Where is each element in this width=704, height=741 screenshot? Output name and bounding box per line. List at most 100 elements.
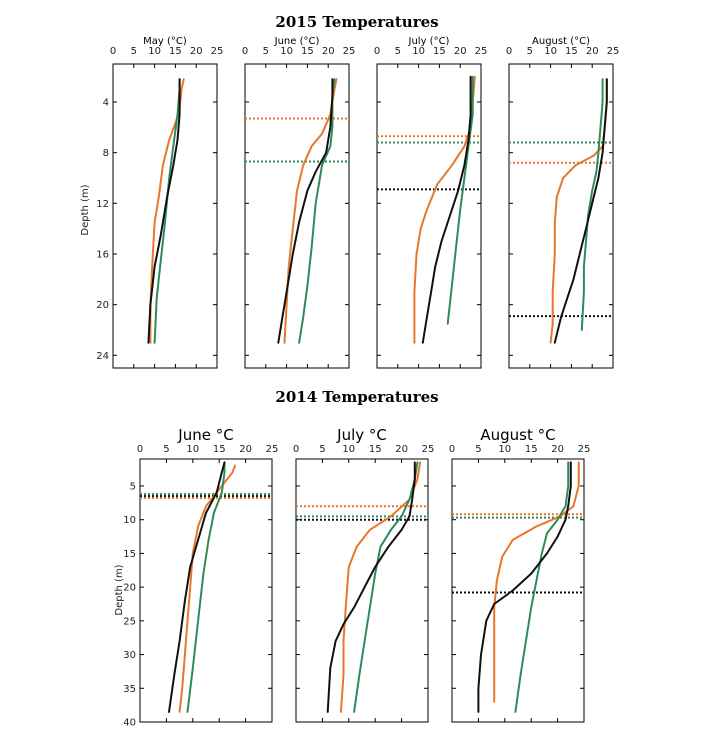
x-tick-label: 15 — [565, 46, 578, 57]
x-tick-label: 10 — [544, 46, 557, 57]
x-tick-label: 20 — [322, 46, 335, 57]
x-tick-label: 0 — [137, 444, 143, 455]
x-tick-label: 10 — [498, 444, 511, 455]
x-tick-label: 5 — [395, 46, 401, 57]
x-tick-label: 15 — [369, 444, 382, 455]
series-line-black — [147, 78, 181, 344]
y-tick-label: 16 — [96, 250, 109, 261]
y-tick-label: 15 — [123, 549, 136, 560]
panel-title: July (°C) — [408, 36, 450, 47]
series-line-black — [421, 75, 472, 344]
series-line-orange — [339, 461, 422, 713]
panel-2015-0: May (°C) 0 5 10 15 20 25 4 8 12 16 20 24 Depth (m) — [80, 36, 224, 369]
y-tick-label: 4 — [103, 98, 109, 109]
x-tick-label: 10 — [412, 46, 425, 57]
panel-title: June (°C) — [274, 36, 320, 47]
series-line-black — [326, 461, 416, 713]
panel-title: July °C — [336, 426, 387, 444]
x-tick-label: 25 — [422, 444, 435, 455]
y-tick-label: 25 — [123, 616, 136, 627]
panel-title: May (°C) — [143, 36, 187, 47]
y-axis-label: Depth (m) — [114, 564, 125, 615]
plot-frame — [139, 458, 273, 723]
x-tick-label: 10 — [342, 444, 355, 455]
series-line-black — [168, 461, 226, 713]
title-2015: 2015 Temperatures — [275, 13, 438, 31]
series-line-black — [277, 78, 334, 344]
x-tick-label: 10 — [280, 46, 293, 57]
x-tick-label: 0 — [110, 46, 116, 57]
series-line-green — [580, 78, 604, 331]
x-tick-label: 20 — [454, 46, 467, 57]
series-line-orange — [178, 464, 236, 713]
x-tick-label: 25 — [578, 444, 591, 455]
series-line-orange — [413, 75, 476, 344]
series-line-green — [514, 461, 570, 713]
x-tick-label: 0 — [374, 46, 380, 57]
series-line-orange — [549, 78, 608, 344]
x-tick-label: 25 — [475, 46, 488, 57]
x-tick-label: 10 — [186, 444, 199, 455]
series-line-orange — [493, 461, 580, 703]
plot-frame — [295, 458, 429, 723]
x-tick-label: 15 — [433, 46, 446, 57]
panel-title: August (°C) — [532, 36, 590, 47]
series-line-black — [477, 461, 572, 713]
y-tick-label: 24 — [96, 351, 109, 362]
x-tick-label: 25 — [607, 46, 620, 57]
x-tick-label: 0 — [449, 444, 455, 455]
x-tick-label: 25 — [343, 46, 356, 57]
x-tick-label: 15 — [301, 46, 314, 57]
y-tick-label: 10 — [123, 515, 136, 526]
title-2014: 2014 Temperatures — [275, 388, 438, 406]
series-line-green — [298, 78, 336, 344]
x-tick-label: 5 — [263, 46, 269, 57]
series-line-green — [446, 75, 474, 325]
panel-title: June °C — [177, 426, 233, 444]
y-tick-label: 35 — [123, 684, 136, 695]
x-tick-label: 15 — [169, 46, 182, 57]
series-line-green — [186, 461, 226, 713]
x-tick-label: 15 — [525, 444, 538, 455]
y-tick-label: 12 — [96, 199, 109, 210]
panel-2014-5: July °C 0 5 10 15 20 25 — [293, 426, 435, 723]
x-tick-label: 10 — [148, 46, 161, 57]
panel-2015-3: August (°C) 0 5 10 15 20 25 — [506, 36, 620, 369]
x-tick-label: 20 — [551, 444, 564, 455]
x-tick-label: 5 — [131, 46, 137, 57]
y-tick-label: 30 — [123, 650, 136, 661]
panel-2014-4: June °C 0 5 10 15 20 25 5 10 15 20 25 30 35 40 Depth (m… — [114, 426, 278, 729]
panel-2014-6: August °C 0 5 10 15 20 25 — [449, 426, 591, 723]
plot-frame — [508, 63, 614, 369]
y-axis-label: Depth (m) — [80, 184, 91, 235]
x-tick-label: 20 — [239, 444, 252, 455]
x-tick-label: 25 — [266, 444, 279, 455]
y-tick-label: 40 — [123, 718, 136, 729]
x-tick-label: 0 — [242, 46, 248, 57]
plot-frame — [112, 63, 218, 369]
y-tick-label: 20 — [96, 300, 109, 311]
plot-frame — [244, 63, 350, 369]
plot-frame — [376, 63, 482, 369]
x-tick-label: 5 — [163, 444, 169, 455]
x-tick-label: 25 — [211, 46, 224, 57]
panel-2015-2: July (°C) 0 5 10 15 20 25 — [374, 36, 488, 369]
panel-title: August °C — [480, 426, 555, 444]
x-tick-label: 5 — [475, 444, 481, 455]
x-tick-label: 5 — [319, 444, 325, 455]
x-tick-label: 0 — [293, 444, 299, 455]
plot-frame — [451, 458, 585, 723]
series-line-green — [353, 461, 419, 713]
y-tick-label: 8 — [103, 148, 109, 159]
series-line-black — [553, 78, 608, 344]
x-tick-label: 20 — [586, 46, 599, 57]
panel-2015-1: June (°C) 0 5 10 15 20 25 — [242, 36, 356, 369]
y-tick-label: 20 — [123, 583, 136, 594]
x-tick-label: 20 — [190, 46, 203, 57]
y-tick-label: 5 — [130, 481, 136, 492]
x-tick-label: 15 — [213, 444, 226, 455]
x-tick-label: 0 — [506, 46, 512, 57]
x-tick-label: 20 — [395, 444, 408, 455]
x-tick-label: 5 — [527, 46, 533, 57]
